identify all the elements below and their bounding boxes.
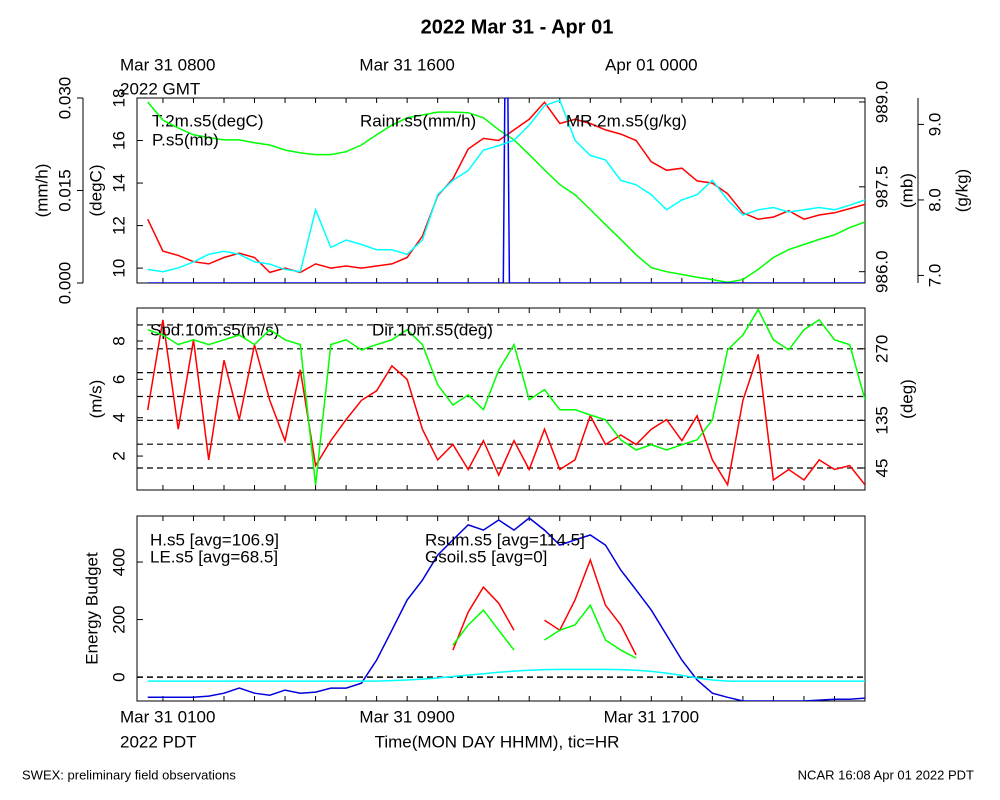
footer-left: SWEX: preliminary field observations (22, 767, 236, 782)
x-note: 2022 GMT (120, 79, 200, 98)
x-tick-label: Apr 01 0000 (605, 55, 698, 74)
data-line (452, 603, 637, 659)
y-tick-label: 45 (872, 459, 891, 478)
y-axis-label: (g/kg) (952, 169, 971, 212)
y-tick-label: 18 (109, 89, 128, 108)
data-line (147, 99, 865, 273)
y-tick-label: 2 (109, 451, 128, 460)
panel-frame (136, 515, 866, 702)
legend-label: MR.2m.s5(g/kg) (566, 111, 687, 130)
legend-label: Dir.10m.s5(deg) (372, 320, 493, 339)
data-line (147, 668, 865, 682)
y-axis-label: (m/s) (86, 380, 105, 419)
y-tick-label: 0.015 (55, 169, 74, 212)
legend-label: LE.s5 [avg=68.5] (150, 547, 278, 566)
data-line (147, 517, 865, 701)
y-tick-label: 4 (109, 413, 128, 422)
x-tick-label: Mar 31 1600 (359, 55, 454, 74)
x-note: 2022 PDT (120, 732, 197, 751)
data-line (147, 101, 865, 283)
y-tick-label: 9.0 (925, 113, 944, 137)
y-tick-label: 8 (109, 336, 128, 345)
y-tick-label: 12 (109, 216, 128, 235)
y-axis-label: Energy Budget (82, 552, 101, 665)
legend-label: P.s5(mb) (152, 130, 219, 149)
chart-title: 2022 Mar 31 - Apr 01 (421, 16, 614, 38)
x-tick-label: Mar 31 1700 (604, 707, 699, 726)
x-axis-label: Time(MON DAY HHMM), tic=HR (375, 732, 620, 751)
data-line (452, 557, 637, 656)
y-tick-label: 986.0 (872, 250, 891, 293)
y-tick-label: 8.0 (925, 188, 944, 212)
y-tick-label: 6 (109, 375, 128, 384)
legend-label: Gsoil.s5 [avg=0] (425, 547, 547, 566)
y-axis-label: (deg) (897, 379, 916, 419)
y-tick-label: 200 (109, 605, 128, 633)
x-tick-label: Mar 31 0900 (359, 707, 454, 726)
y-tick-label: 135 (872, 406, 891, 434)
legend-label: H.s5 [avg=106.9] (150, 530, 279, 549)
y-tick-label: 14 (109, 174, 128, 193)
y-axis-label: (mb) (897, 173, 916, 208)
y-axis-label: (mm/h) (32, 164, 51, 218)
y-tick-label: 0 (109, 672, 128, 681)
y-tick-label: 10 (109, 259, 128, 278)
x-tick-label: Mar 31 0100 (120, 707, 215, 726)
y-tick-label: 400 (109, 548, 128, 576)
y-tick-label: 0.000 (55, 262, 74, 305)
data-line (147, 308, 865, 486)
legend-label: T.2m.s5(degC) (152, 111, 263, 130)
y-tick-label: 16 (109, 131, 128, 150)
footer-right: NCAR 16:08 Apr 01 2022 PDT (798, 767, 974, 782)
y-axis-label: (degC) (86, 165, 105, 217)
y-tick-label: 270 (872, 335, 891, 363)
y-tick-label: 7.0 (925, 264, 944, 288)
legend-label: Spd.10m.s5(m/s) (150, 320, 279, 339)
data-line (146, 319, 865, 487)
x-tick-label: Mar 31 0800 (120, 55, 215, 74)
y-tick-label: 0.030 (55, 77, 74, 120)
y-tick-label: 987.5 (872, 166, 891, 209)
legend-label: Rsum.s5 [avg=114.5] (425, 530, 585, 549)
legend-label: Rainr.s5(mm/h) (360, 111, 476, 130)
y-tick-label: 989.0 (872, 81, 891, 124)
